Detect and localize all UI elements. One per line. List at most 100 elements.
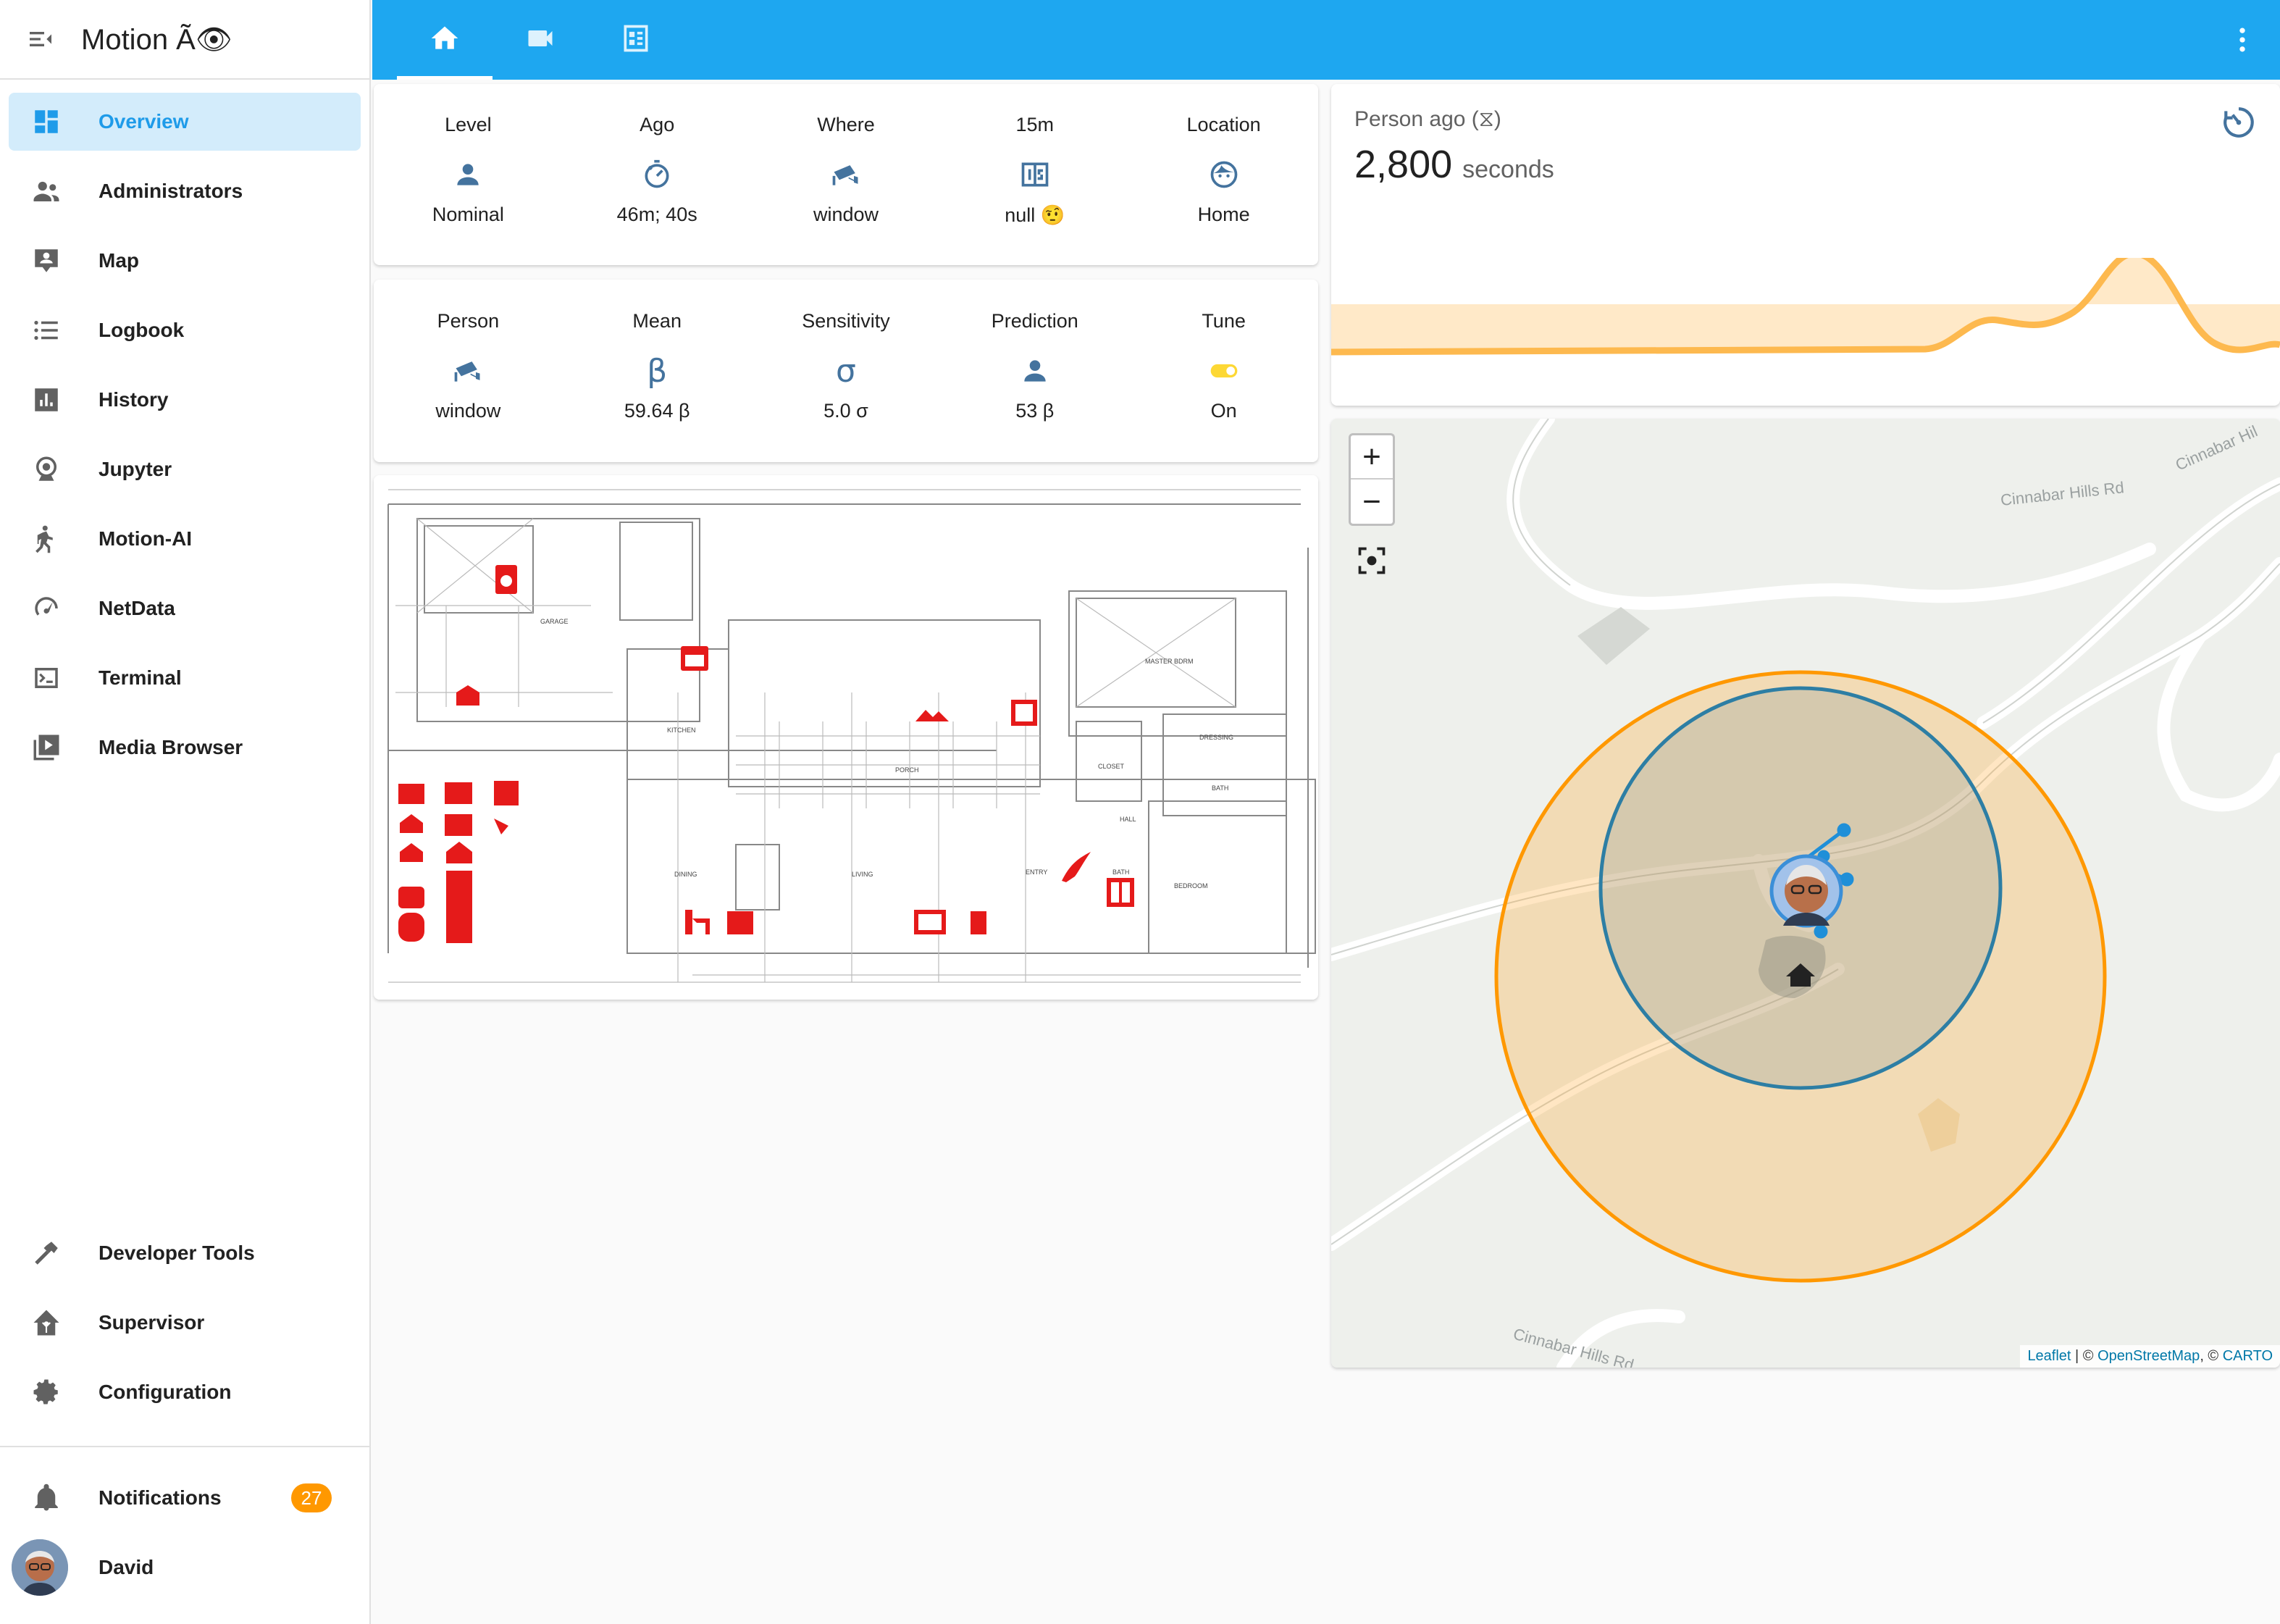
terrain-icon[interactable] <box>915 710 949 721</box>
home-icon[interactable] <box>1786 963 1815 987</box>
glance-item-state: window <box>813 204 879 225</box>
glance-item-tune[interactable]: Tune On <box>1129 280 1318 462</box>
sidebar-item-history[interactable]: History <box>9 371 361 429</box>
sidebar-item-label: NetData <box>99 597 175 619</box>
timer-icon <box>641 146 673 204</box>
sidebar-divider <box>0 1446 371 1447</box>
room-label: GARAGE <box>540 618 569 625</box>
cctv-icon <box>830 146 862 204</box>
sidebar-item-netdata[interactable]: NetData <box>9 579 361 637</box>
dashboard-icon <box>9 106 84 137</box>
sidebar-item-label: Administrators <box>99 180 243 202</box>
play-box-multiple-icon <box>9 732 84 763</box>
sidebar-item-label: Developer Tools <box>99 1242 255 1264</box>
sidebar-item-label: Supervisor <box>99 1311 205 1334</box>
tab-cameras[interactable] <box>493 0 588 80</box>
glance-item-where[interactable]: Where window <box>752 84 941 265</box>
sidebar-item-label: Overview <box>99 110 189 133</box>
sidebar-item-jupyter[interactable]: Jupyter <box>9 440 361 498</box>
sidebar-item-notifications[interactable]: Notifications 27 <box>9 1469 361 1527</box>
glance-item-level[interactable]: Level Nominal <box>374 84 563 265</box>
sidebar-item-media-browser[interactable]: Media Browser <box>9 719 361 777</box>
sensor-value: 2,800 <box>1354 143 1453 186</box>
glance-item-15m[interactable]: 15m null 🤨 <box>940 84 1129 265</box>
sidebar-item-label: David <box>99 1556 154 1578</box>
openstreetmap-link[interactable]: OpenStreetMap <box>2097 1348 2200 1364</box>
fit-map-icon[interactable] <box>1356 545 1388 580</box>
room-label: CLOSET <box>1098 763 1125 770</box>
glance-card-model: Person window Mean β 59.64 β Sensitivity… <box>374 280 1318 462</box>
glance-item-state: On <box>1210 400 1237 422</box>
sidebar-item-configuration[interactable]: Configuration <box>9 1363 361 1421</box>
user-avatar <box>9 1539 84 1596</box>
glance-item-mean[interactable]: Mean β 59.64 β <box>563 280 752 462</box>
sidebar-item-user[interactable]: David <box>9 1539 361 1596</box>
sidebar-header: Motion Ã👁 <box>0 0 369 80</box>
sidebar-item-motion-ai[interactable]: Motion-AI <box>9 510 361 568</box>
sensor-unit: seconds <box>1462 156 1554 183</box>
dots-vertical-icon[interactable] <box>2226 24 2258 59</box>
garage-icon[interactable] <box>456 685 479 706</box>
sidebar-item-label: Terminal <box>99 666 182 689</box>
room-label: PORCH <box>895 766 919 774</box>
menu-toggle-icon[interactable] <box>0 25 81 54</box>
chart-box-icon <box>9 385 84 415</box>
attribution-separator: , © <box>2200 1348 2223 1364</box>
glance-item-state: window <box>435 400 501 422</box>
device-icon-grid[interactable] <box>398 781 519 943</box>
glance-item-ago[interactable]: Ago 46m; 40s <box>563 84 752 265</box>
sidebar-item-label: Media Browser <box>99 736 243 758</box>
sidebar-item-overview[interactable]: Overview <box>9 93 361 151</box>
app-title: Motion Ã👁 <box>81 23 232 56</box>
zoom-in-button[interactable]: + <box>1351 435 1393 480</box>
floorplan-card: GARAGE KITCHEN MASTER BDRM PORCH CLOSET … <box>374 475 1318 1000</box>
sidebar-item-developer-tools[interactable]: Developer Tools <box>9 1224 361 1282</box>
room-label: KITCHEN <box>667 727 696 734</box>
sidebar-item-label: Logbook <box>99 319 185 341</box>
map-account-icon <box>9 246 84 276</box>
door-icon[interactable] <box>971 911 986 934</box>
leaflet-link[interactable]: Leaflet <box>2027 1348 2071 1364</box>
glance-item-state: Home <box>1197 204 1250 225</box>
room-label: LIVING <box>852 871 873 878</box>
top-app-bar <box>372 0 2280 80</box>
person-avatar-marker[interactable] <box>1769 854 1843 928</box>
wardrobe-icon[interactable] <box>1107 878 1134 907</box>
zoom-out-button[interactable]: − <box>1362 483 1381 519</box>
cctv-icon <box>452 342 484 400</box>
room-label: ENTRY <box>1026 868 1047 876</box>
room-label: BATH <box>1212 784 1228 792</box>
sidebar-item-label: Motion-AI <box>99 527 193 550</box>
map-card[interactable]: Cinnabar Hills Rd Cinnabar Hills Rd Cinn… <box>1331 419 2280 1368</box>
sidebar-item-label: Notifications <box>99 1486 222 1509</box>
sidebar-item-supervisor[interactable]: Supervisor <box>9 1294 361 1352</box>
view-dashboard-icon <box>620 22 652 58</box>
sidebar-item-terminal[interactable]: Terminal <box>9 649 361 707</box>
sensor-history-graph <box>1331 258 2280 356</box>
room-label: MASTER BDRM <box>1145 658 1194 665</box>
webcam-icon <box>9 454 84 485</box>
sensor-card-person-ago[interactable]: Person ago (⧖) 2,800 seconds <box>1331 84 2280 406</box>
glance-item-location[interactable]: Location Home <box>1129 84 1318 265</box>
map-tiles[interactable]: Cinnabar Hills Rd Cinnabar Hills Rd Cinn… <box>1331 419 2280 1368</box>
sidebar-item-logbook[interactable]: Logbook <box>9 301 361 359</box>
sidebar-item-map[interactable]: Map <box>9 232 361 290</box>
glance-item-name: Location <box>1186 114 1261 135</box>
walk-icon <box>9 524 84 554</box>
tab-home[interactable] <box>397 0 493 80</box>
table-chair-icon[interactable] <box>685 910 710 934</box>
face-icon <box>1208 146 1240 204</box>
glance-item-prediction[interactable]: Prediction 53 β <box>940 280 1129 462</box>
sidebar-item-administrators[interactable]: Administrators <box>9 162 361 220</box>
glance-item-person[interactable]: Person window <box>374 280 563 462</box>
account-icon <box>1019 342 1051 400</box>
feather-icon[interactable] <box>1062 852 1091 882</box>
tab-dashboard[interactable] <box>588 0 684 80</box>
glance-item-sensitivity[interactable]: Sensitivity σ 5.0 σ <box>752 280 941 462</box>
fireplace-icon[interactable] <box>727 911 753 934</box>
bell-icon <box>9 1483 84 1513</box>
floorplan-image: GARAGE KITCHEN MASTER BDRM PORCH CLOSET … <box>374 475 1318 1000</box>
carto-link[interactable]: CARTO <box>2222 1348 2273 1364</box>
glance-item-name: Level <box>445 114 492 135</box>
toggle-switch-icon <box>1208 342 1240 400</box>
